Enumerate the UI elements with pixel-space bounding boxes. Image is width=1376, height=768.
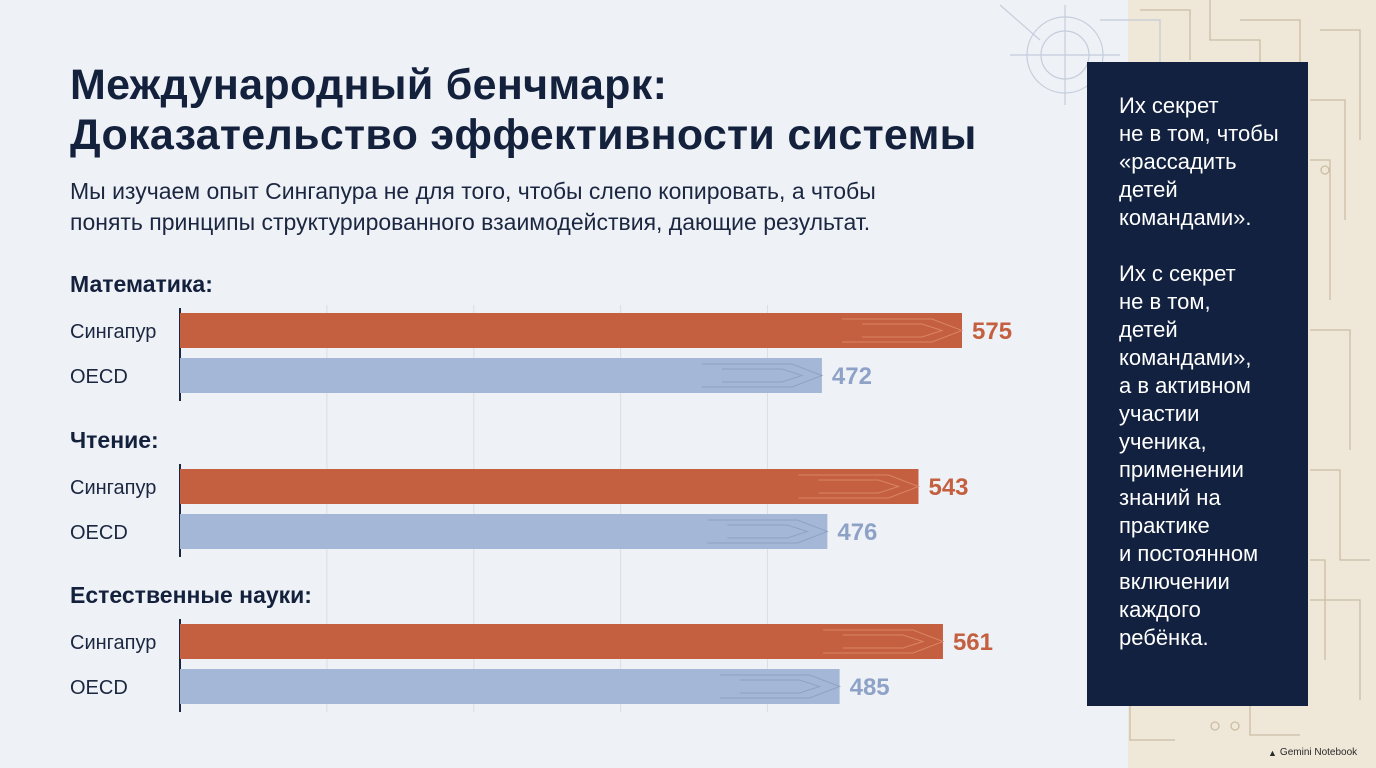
benchmark-bar-chart: Математика: Сингапур 575 OECD 472 Чтение: Синг… <box>70 271 1012 712</box>
page-subtitle: Мы изучаем опыт Сингапура не для того, ч… <box>70 176 1030 238</box>
bar-decoration <box>727 524 809 539</box>
oecd-bar <box>180 358 822 393</box>
bar-decoration <box>818 479 901 494</box>
bar-value-label: 543 <box>928 474 968 501</box>
bar-category-label: OECD <box>70 522 128 544</box>
singapore-bar <box>180 624 943 659</box>
bar-category-label: Сингапур <box>70 321 156 343</box>
bar-category-label: OECD <box>70 677 128 699</box>
bar-category-label: OECD <box>70 366 128 388</box>
singapore-bar <box>180 313 962 348</box>
bar-decoration <box>719 674 841 699</box>
oecd-bar <box>180 514 828 549</box>
bar-decoration <box>739 679 822 694</box>
bar-decoration <box>842 318 964 343</box>
title-line-1: Международный бенчмарк: <box>70 61 668 109</box>
bar-value-label: 476 <box>837 519 877 546</box>
bar-value-label: 575 <box>972 318 1012 345</box>
bar-decoration <box>798 474 920 499</box>
group-label: Математика: <box>70 271 213 297</box>
group-label: Естественные науки: <box>70 582 312 608</box>
bar-category-label: Сингапур <box>70 632 156 654</box>
page-title: Международный бенчмарк: Доказательство э… <box>70 60 1070 160</box>
brand-label: Gemini Notebook <box>1279 747 1358 758</box>
title-line-2: Доказательство эффективности системы <box>70 111 977 159</box>
group-label: Чтение: <box>70 427 159 453</box>
subtitle-line-2: понять принципы структурированного взаим… <box>70 209 871 235</box>
oecd-bar <box>180 669 840 704</box>
brand-watermark: ▲ Gemini Notebook <box>1268 747 1357 758</box>
singapore-bar <box>180 469 919 504</box>
subtitle-line-1: Мы изучаем опыт Сингапура не для того, ч… <box>70 178 876 204</box>
bar-decoration <box>707 519 829 544</box>
quote-box: Их секрет не в том, чтобы «рассадить дет… <box>1087 62 1308 706</box>
bar-decoration <box>822 629 945 654</box>
bar-decoration <box>701 363 824 388</box>
bar-value-label: 472 <box>832 363 872 390</box>
quote-paragraph-2: Их с секрет не в том, детей командами», … <box>1119 261 1259 650</box>
bar-category-label: Сингапур <box>70 477 156 499</box>
bar-decoration <box>842 634 925 649</box>
bar-value-label: 561 <box>953 629 993 656</box>
bar-decoration <box>721 368 804 383</box>
bar-value-label: 485 <box>850 674 890 701</box>
bar-decoration <box>862 323 944 338</box>
quote-paragraph-1: Их секрет не в том, чтобы «рассадить дет… <box>1119 93 1279 230</box>
gemini-notebook-icon: ▲ <box>1268 747 1277 758</box>
